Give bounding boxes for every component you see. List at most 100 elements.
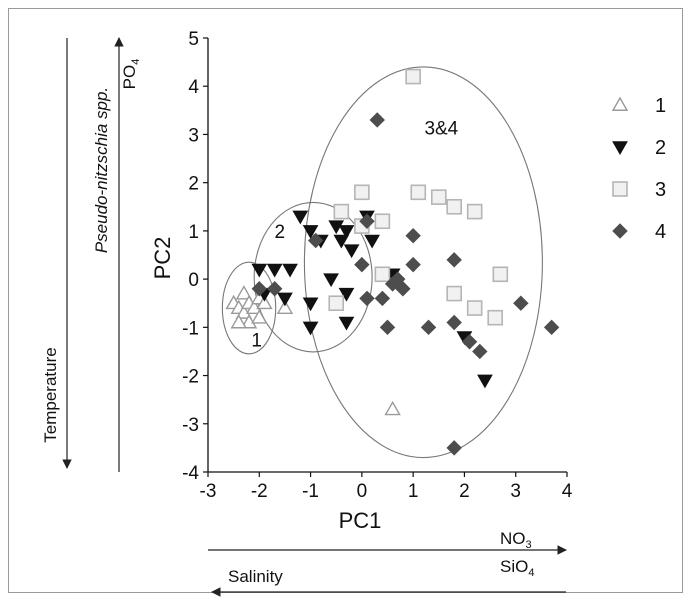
data-point-series-2 <box>302 225 319 239</box>
po4-label: PO4 <box>120 59 142 90</box>
data-point-series-4 <box>405 228 421 244</box>
x-tick-label: -2 <box>251 481 268 502</box>
data-point-series-2 <box>477 374 493 389</box>
group-label: 1 <box>251 331 262 352</box>
x-tick-label: -1 <box>302 481 319 502</box>
data-point-series-1 <box>235 285 253 300</box>
data-point-series-3 <box>492 266 509 283</box>
sio4-main: SiO <box>500 557 528 576</box>
data-point-series-4 <box>374 290 391 307</box>
legend-label-3: 3 <box>655 179 666 201</box>
temperature-label: Temperature <box>41 347 60 442</box>
data-point-series-3 <box>466 300 483 316</box>
x-tick-label: 2 <box>459 481 470 502</box>
sio4-subscript: 4 <box>528 567 534 579</box>
legend-marker-1 <box>611 96 629 111</box>
no3-main: NO <box>500 529 526 548</box>
y-tick-label: 3 <box>188 125 199 146</box>
group-ellipses: 1 2 3&4 <box>221 66 543 459</box>
data-point-series-2 <box>338 225 355 239</box>
no3-label: NO3 <box>500 529 532 551</box>
group-ellipse <box>221 261 277 355</box>
data-point-series-4 <box>395 281 411 297</box>
data-point-series-2 <box>292 210 309 225</box>
legend-marker-3 <box>612 181 628 197</box>
data-point-series-3 <box>446 198 462 215</box>
data-point-series-4 <box>472 343 488 360</box>
legend-label-2: 2 <box>655 137 666 159</box>
po4-subscript: 4 <box>130 59 142 65</box>
data-point-series-2 <box>251 263 268 278</box>
data-point-series-3 <box>328 295 345 312</box>
x-tick-label: 4 <box>562 481 573 502</box>
y-tick-label: 2 <box>188 174 199 195</box>
data-point-series-4 <box>446 440 462 456</box>
y-tick-label: -2 <box>182 367 199 388</box>
pseudo-nitzschia-label: Pseudo-nitzschia spp. <box>92 87 111 253</box>
y-tick-label: -1 <box>182 318 199 339</box>
data-point-series-4 <box>369 112 385 128</box>
x-tick-label: 3 <box>510 481 521 502</box>
data-point-series-4 <box>359 213 375 229</box>
data-point-series-1 <box>256 294 273 310</box>
data-point-series-1 <box>384 400 401 416</box>
data-point-series-4 <box>266 281 283 297</box>
legend-marker-2 <box>612 141 628 156</box>
data-point-series-1 <box>230 314 247 329</box>
po4-main: PO <box>120 65 139 90</box>
group-ellipse <box>303 66 543 459</box>
x-tick-label: -3 <box>200 481 217 502</box>
data-point-series-1 <box>251 309 268 324</box>
data-point-series-4 <box>307 232 324 249</box>
no3-subscript: 3 <box>526 539 532 551</box>
data-point-series-4 <box>379 319 396 336</box>
legend-label-1: 1 <box>655 95 666 117</box>
data-point-series-2 <box>282 263 298 278</box>
data-point-series-4 <box>420 319 437 336</box>
data-point-series-4 <box>446 314 462 331</box>
x-axis-title: PC1 <box>339 508 382 533</box>
data-point-series-3 <box>466 203 483 220</box>
data-point-series-4 <box>461 334 478 350</box>
data-point-series-3 <box>405 68 421 85</box>
data-point-series-2 <box>343 244 360 259</box>
data-point-series-4 <box>390 271 406 287</box>
data-point-series-2 <box>364 234 380 249</box>
data-point-series-3 <box>410 184 427 201</box>
x-tick-label: 0 <box>357 481 368 502</box>
data-point-series-1 <box>276 299 294 314</box>
y-tick-label: -3 <box>182 415 199 436</box>
data-point-series-2 <box>302 297 319 312</box>
data-point-series-3 <box>446 285 462 302</box>
data-point-series-2 <box>266 263 283 278</box>
data-point-series-4 <box>543 319 560 336</box>
legend-label-4: 4 <box>655 221 666 243</box>
legend: 1 2 3 4 <box>611 95 666 243</box>
y-tick-label: 5 <box>188 29 199 50</box>
data-points <box>225 68 560 456</box>
data-point-series-3 <box>354 184 370 201</box>
group-label: 3&4 <box>424 118 458 139</box>
legend-marker-4 <box>612 223 628 239</box>
group-label: 2 <box>275 222 286 243</box>
data-point-series-4 <box>513 295 529 311</box>
data-point-series-2 <box>338 287 355 302</box>
data-point-series-2 <box>323 273 339 288</box>
y-tick-label: 0 <box>188 270 199 291</box>
x-tick-label: 1 <box>408 481 419 502</box>
data-point-series-2 <box>302 321 319 336</box>
data-point-series-4 <box>446 252 462 268</box>
data-point-series-3 <box>374 213 391 230</box>
data-point-series-2 <box>277 292 293 307</box>
data-point-series-4 <box>405 256 421 273</box>
data-point-series-4 <box>359 290 375 307</box>
data-point-series-3 <box>333 203 350 220</box>
salinity-label: Salinity <box>228 567 283 586</box>
y-tick-label: 1 <box>188 222 199 243</box>
data-point-series-3 <box>430 189 447 205</box>
y-axis-title: PC2 <box>150 237 175 280</box>
data-point-series-3 <box>487 309 504 326</box>
data-point-series-2 <box>333 234 350 249</box>
sio4-label: SiO4 <box>500 557 534 579</box>
